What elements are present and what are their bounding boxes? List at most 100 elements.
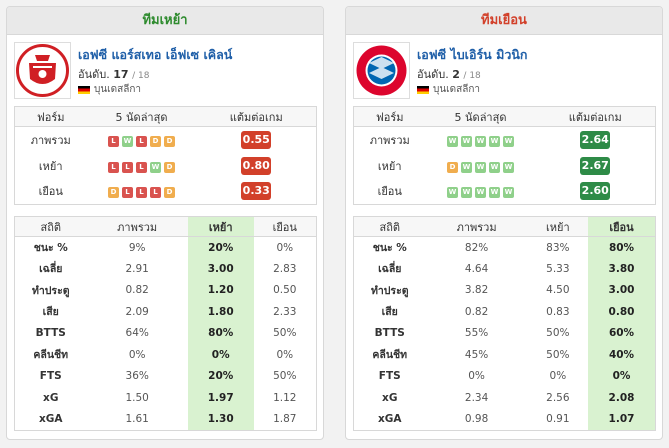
result-chip[interactable]: W <box>475 187 486 199</box>
stat-home: 50% <box>546 348 570 361</box>
result-chip[interactable]: D <box>164 135 175 147</box>
stats-row: ชนะ % 82% 83% 80% <box>354 236 656 258</box>
stats-row: เสีย 2.09 1.80 2.33 <box>15 301 317 323</box>
form-row-label: เหย้า <box>38 159 63 173</box>
result-chip[interactable]: D <box>108 187 119 199</box>
stats-header: ภาพรวม <box>86 216 188 237</box>
form-row: เหย้า L L L W D 0.80 <box>15 153 317 179</box>
result-chip[interactable]: W <box>489 187 500 199</box>
stat-home: 1.97 <box>187 387 254 409</box>
stat-away: 0% <box>588 365 656 387</box>
result-chip[interactable]: W <box>461 135 472 147</box>
result-chip[interactable]: W <box>461 187 472 199</box>
ppg-badge: 2.67 <box>580 156 611 175</box>
stat-away: 2.33 <box>273 305 297 318</box>
stat-home: 83% <box>546 241 570 254</box>
result-chip[interactable]: W <box>503 161 514 173</box>
result-chip[interactable]: D <box>150 135 161 147</box>
form-row: เหย้า D W W W W 2.67 <box>354 153 656 179</box>
stat-overall: 55% <box>464 327 489 340</box>
stat-home: 0% <box>187 344 254 366</box>
stat-away: 0.50 <box>273 284 297 297</box>
stat-label: xGA <box>38 413 63 425</box>
stat-away: 50% <box>273 327 297 340</box>
result-chip[interactable]: L <box>136 135 147 147</box>
result-chip[interactable]: L <box>136 187 147 199</box>
result-chip[interactable]: W <box>489 135 500 147</box>
stat-home: 1.30 <box>187 408 254 430</box>
stats-row: BTTS 55% 50% 60% <box>354 322 656 344</box>
stat-label: ชนะ % <box>33 242 68 254</box>
stat-home: 0% <box>549 370 567 383</box>
result-chip[interactable]: W <box>489 161 500 173</box>
result-chip[interactable]: W <box>475 161 486 173</box>
stat-overall: 45% <box>464 348 489 361</box>
rank-total: 18 <box>469 71 481 81</box>
team-info: เอฟซี แอร์สเทอ เอ็ฟเซ เคิลน์ อันดับ. 17 … <box>7 35 323 105</box>
ppg-badge: 0.80 <box>241 156 272 175</box>
stat-home: 2.56 <box>546 391 570 404</box>
form-row-label: เยือน <box>38 185 63 199</box>
league[interactable]: บุนเดสลีกา <box>417 82 480 97</box>
result-chip[interactable]: D <box>447 161 458 173</box>
result-chip[interactable]: L <box>136 161 147 173</box>
form-header: 5 นัดล่าสุด <box>86 106 197 127</box>
result-chip[interactable]: L <box>122 187 133 199</box>
stat-overall: 0.98 <box>464 413 489 425</box>
form-row: ภาพรวม L W L D D 0.55 <box>15 127 317 153</box>
form-table: ฟอร์ม 5 นัดล่าสุด แต้มต่อเกม ภาพรวม W W … <box>353 106 656 205</box>
result-chip[interactable]: W <box>122 135 133 147</box>
result-chip[interactable]: L <box>108 161 119 173</box>
ppg-badge: 2.64 <box>580 130 611 149</box>
result-chip[interactable]: W <box>503 187 514 199</box>
away-team-panel: ทีมเยือน เอฟซี ไบเอิร์น มิวนิก อันดับ. 2… <box>345 6 663 440</box>
result-chip[interactable]: L <box>150 187 161 199</box>
form-row-label: ภาพรวม <box>369 133 410 147</box>
result-chip[interactable]: L <box>108 135 119 147</box>
form-header: 5 นัดล่าสุด <box>425 106 536 127</box>
fc-koln-logo-icon[interactable] <box>14 42 71 99</box>
stat-overall: 2.09 <box>125 305 149 318</box>
stat-label: BTTS <box>35 327 66 340</box>
result-chip[interactable]: W <box>503 135 514 147</box>
result-chip[interactable]: D <box>164 161 175 173</box>
rank-total: 18 <box>137 71 150 81</box>
stat-label: xGA <box>377 413 402 425</box>
team-name-link[interactable]: เอฟซี ไบเอิร์น มิวนิก <box>417 47 528 62</box>
result-chip[interactable]: W <box>447 187 458 199</box>
result-chip[interactable]: W <box>150 161 161 173</box>
stat-away: 40% <box>588 344 656 366</box>
result-chip[interactable]: W <box>475 135 486 147</box>
result-chip[interactable]: D <box>164 187 175 199</box>
stat-overall: 1.50 <box>125 391 149 404</box>
stat-home: 4.50 <box>546 284 570 297</box>
stats-row: ชนะ % 9% 20% 0% <box>15 236 317 258</box>
stat-overall: 2.34 <box>464 391 489 404</box>
stats-header: เหย้า <box>527 216 589 237</box>
stat-label: xG <box>43 391 59 404</box>
stat-label: คลีนชีท <box>372 349 408 362</box>
team-name-link[interactable]: เอฟซี แอร์สเทอ เอ็ฟเซ เคิลน์ <box>78 47 233 62</box>
stat-away: 0.80 <box>588 301 656 323</box>
result-chip[interactable]: W <box>447 135 458 147</box>
stats-header: เหย้า <box>187 216 254 237</box>
stat-label: ทำประตู <box>370 284 409 297</box>
stat-home: 3.00 <box>187 258 254 280</box>
stat-label: เฉลี่ย <box>378 263 402 276</box>
stats-row: เฉลี่ย 4.64 5.33 3.80 <box>354 258 656 280</box>
stats-header: เยือน <box>588 216 656 237</box>
stats-row: xGA 0.98 0.91 1.07 <box>354 408 656 430</box>
ppg-badge: 2.60 <box>580 182 611 201</box>
fc-bayern-logo-icon[interactable] <box>353 42 410 99</box>
result-chip[interactable]: L <box>122 161 133 173</box>
form-header: ฟอร์ม <box>353 106 426 127</box>
stats-header: ภาพรวม <box>425 216 528 237</box>
team-rank: อันดับ. 2 / 18 <box>417 68 481 81</box>
result-chip[interactable]: W <box>461 161 472 173</box>
stat-home: 1.20 <box>187 279 254 301</box>
stat-overall: 4.64 <box>464 262 489 275</box>
stat-label: เสีย <box>381 306 398 319</box>
rank-value: 2 <box>452 68 460 81</box>
stat-label: BTTS <box>374 327 405 340</box>
league[interactable]: บุนเดสลีกา <box>78 82 141 97</box>
